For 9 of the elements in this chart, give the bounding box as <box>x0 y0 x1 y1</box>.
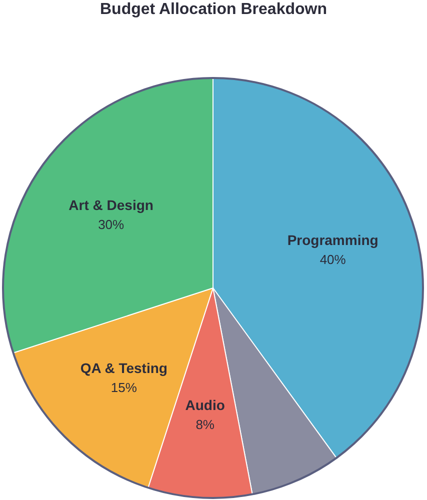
slice-label: Programming <box>287 232 378 248</box>
chart-title: Budget Allocation Breakdown <box>100 1 327 18</box>
data-label: 15% <box>110 380 138 396</box>
slice-label: Art & Design <box>68 196 154 213</box>
data-label: 40% <box>320 252 346 268</box>
data-label: 30% <box>98 216 125 232</box>
data-label: 8% <box>196 416 215 432</box>
slice-label: QA & Testing <box>80 360 168 376</box>
slice-label: Audio <box>185 396 225 413</box>
